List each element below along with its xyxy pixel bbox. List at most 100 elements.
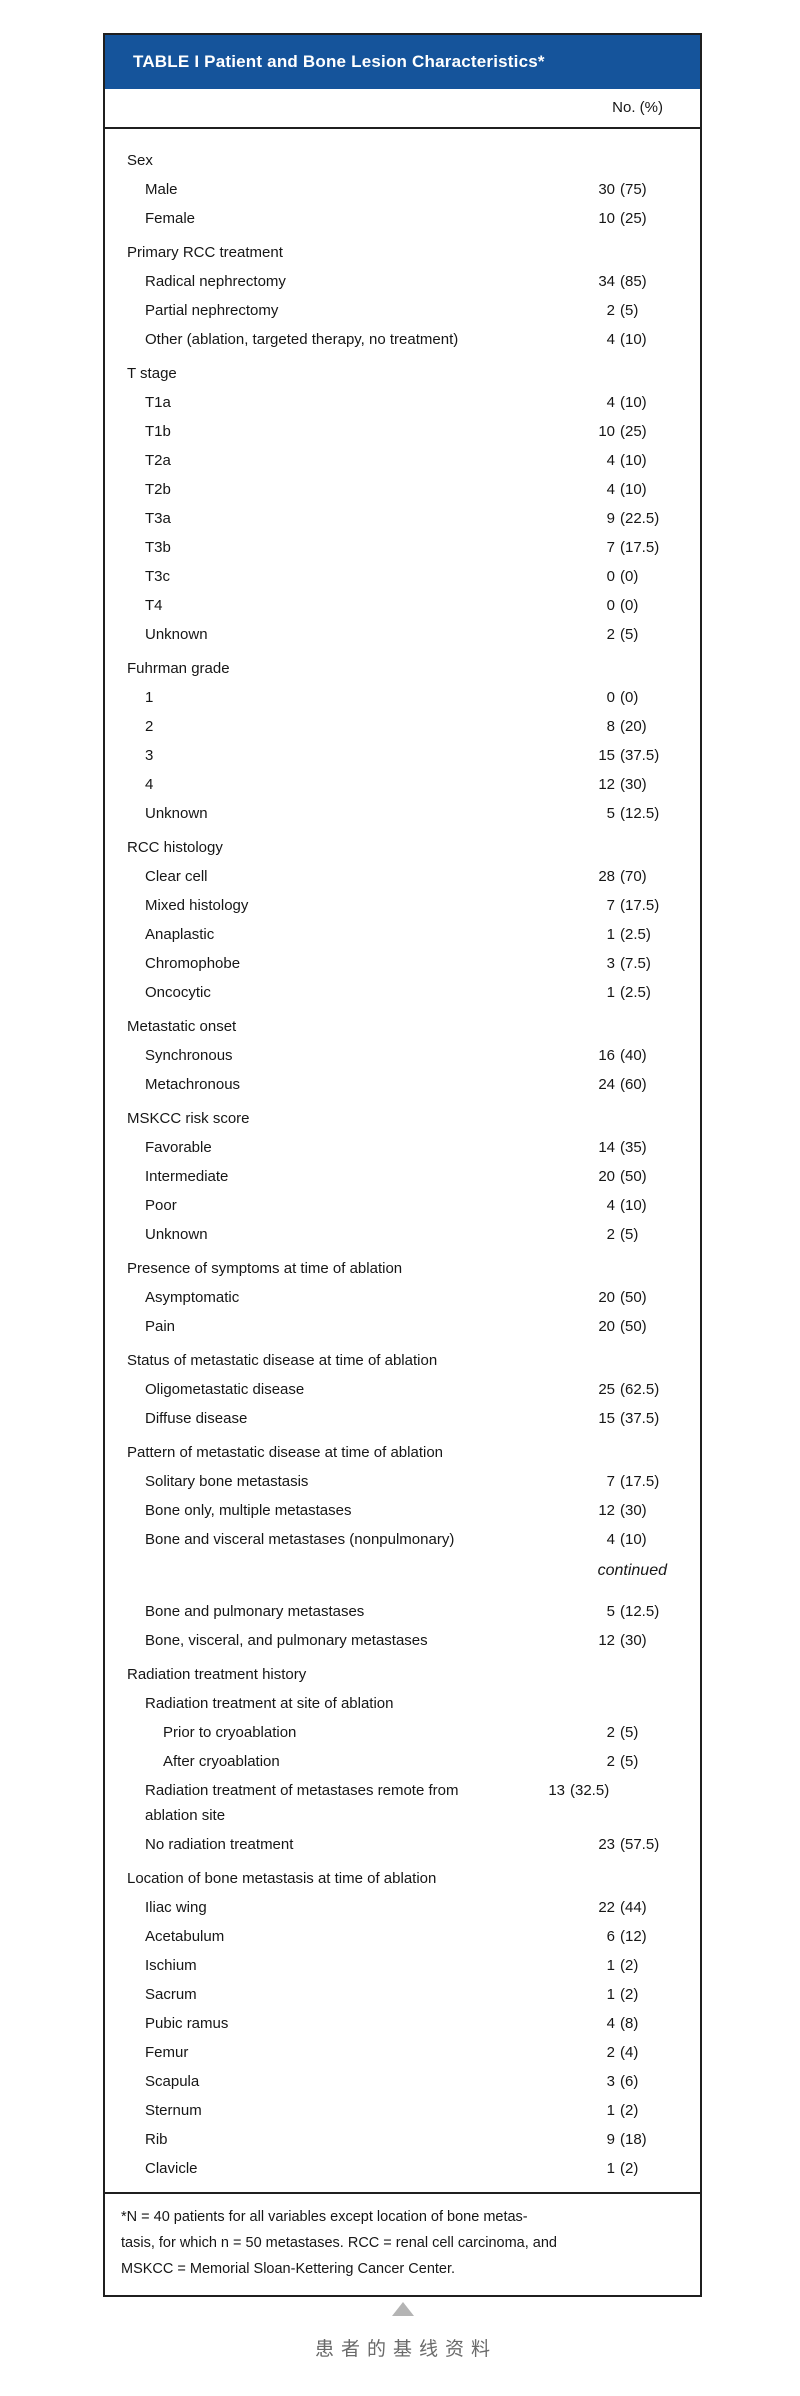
row-label: Chromophobe <box>145 955 241 972</box>
value-count: 20 <box>598 1318 615 1335</box>
row-value: 4 (10) <box>525 475 700 504</box>
row-label: Presence of symptoms at time of ablation <box>127 1260 403 1277</box>
value-count: 1 <box>606 1986 615 2003</box>
value-percent: (0) <box>620 568 639 585</box>
table-row: T3a 9 (22.5) <box>105 504 700 533</box>
row-label: Location of bone metastasis at time of a… <box>127 1870 437 1887</box>
value-percent: (60) <box>620 1076 647 1093</box>
category-row: Pattern of metastatic disease at time of… <box>105 1438 700 1467</box>
row-label: Sternum <box>145 2102 202 2119</box>
value-count: 15 <box>598 1410 615 1427</box>
row-label: Other (ablation, targeted therapy, no tr… <box>145 331 459 348</box>
value-count: 4 <box>606 481 615 498</box>
table-row: T2b 4 (10) <box>105 475 700 504</box>
table-row: Unknown 2 (5) <box>105 1220 700 1249</box>
value-count: 5 <box>606 805 615 822</box>
row-label: Sacrum <box>145 1986 197 2003</box>
value-percent: (62.5) <box>620 1381 660 1398</box>
row-label: 3 <box>145 747 154 764</box>
value-count: 2 <box>606 302 615 319</box>
value-percent: (50) <box>620 1168 647 1185</box>
value-percent: (7.5) <box>620 955 651 972</box>
table-row: Partial nephrectomy 2 (5) <box>105 296 700 325</box>
value-count: 20 <box>598 1289 615 1306</box>
row-value: 5 (12.5) <box>525 1597 700 1626</box>
table-row: Acetabulum 6 (12) <box>105 1922 700 1951</box>
row-value: 4 (10) <box>525 1525 700 1554</box>
row-value: 3 (7.5) <box>525 949 700 978</box>
row-label: Unknown <box>145 1226 208 1243</box>
value-count: 0 <box>606 568 615 585</box>
row-value: 2 (5) <box>525 1220 700 1249</box>
value-percent: (8) <box>620 2015 639 2032</box>
value-percent: (44) <box>620 1899 647 1916</box>
row-label: Radical nephrectomy <box>145 273 286 290</box>
caption-text: 患者的基线资料 <box>314 2339 497 2360</box>
row-label: RCC histology <box>127 839 223 856</box>
table-row: Radiation treatment at site of ablation <box>105 1689 700 1718</box>
row-value: 2 (4) <box>525 2038 700 2067</box>
value-count: 22 <box>598 1899 615 1916</box>
row-label: Bone and pulmonary metastases <box>145 1603 365 1620</box>
table-row: Favorable 14 (35) <box>105 1133 700 1162</box>
row-value: 10 (25) <box>525 204 700 233</box>
value-count: 3 <box>606 955 615 972</box>
table-row: 1 0 (0) <box>105 683 700 712</box>
table-row: Mixed histology 7 (17.5) <box>105 891 700 920</box>
row-value: 20 (50) <box>525 1162 700 1191</box>
value-percent: (37.5) <box>620 747 660 764</box>
value-percent: (57.5) <box>620 1836 660 1853</box>
row-value: 4 (10) <box>525 446 700 475</box>
table-row: Diffuse disease 15 (37.5) <box>105 1404 700 1433</box>
table-row: Unknown 5 (12.5) <box>105 799 700 828</box>
value-count: 16 <box>598 1047 615 1064</box>
row-value: 2 (5) <box>525 1747 700 1776</box>
value-percent: (35) <box>620 1139 647 1156</box>
table-row: Intermediate 20 (50) <box>105 1162 700 1191</box>
table-row: Rib 9 (18) <box>105 2125 700 2154</box>
row-label: Diffuse disease <box>145 1410 248 1427</box>
table-row: Sacrum 1 (2) <box>105 1980 700 2009</box>
table-row: Radical nephrectomy 34 (85) <box>105 267 700 296</box>
category-row: Fuhrman grade <box>105 654 700 683</box>
value-percent: (4) <box>620 2044 639 2061</box>
row-value: 0 (0) <box>525 683 700 712</box>
value-count: 10 <box>598 423 615 440</box>
value-count: 0 <box>606 597 615 614</box>
value-count: 7 <box>606 539 615 556</box>
value-percent: (70) <box>620 868 647 885</box>
row-value: 0 (0) <box>525 562 700 591</box>
row-label: 2 <box>145 718 154 735</box>
value-percent: (2.5) <box>620 926 651 943</box>
table-row: Bone only, multiple metastases 12 (30) <box>105 1496 700 1525</box>
value-count: 1 <box>606 2102 615 2119</box>
value-percent: (2) <box>620 2102 639 2119</box>
row-label: T2a <box>145 452 171 469</box>
value-percent: (12) <box>620 1928 647 1945</box>
row-label: No radiation treatment <box>145 1836 294 1853</box>
value-count: 13 <box>548 1782 565 1799</box>
value-percent: (22.5) <box>620 510 660 527</box>
row-label: Ischium <box>145 1957 197 1974</box>
category-row: Presence of symptoms at time of ablation <box>105 1254 700 1283</box>
row-label: Prior to cryoablation <box>163 1724 297 1741</box>
row-label: Femur <box>145 2044 189 2061</box>
value-percent: (17.5) <box>620 897 660 914</box>
row-label: Synchronous <box>145 1047 233 1064</box>
row-label: Bone and visceral metastases (nonpulmona… <box>145 1531 455 1548</box>
figure-caption: 患者的基线资料 <box>103 2302 702 2361</box>
value-count: 24 <box>598 1076 615 1093</box>
category-row: Status of metastatic disease at time of … <box>105 1346 700 1375</box>
continued-marker: continued <box>597 1562 667 1579</box>
footnote-line: *N = 40 patients for all variables excep… <box>121 2209 528 2225</box>
row-label: Pain <box>145 1318 176 1335</box>
category-row: Radiation treatment history <box>105 1660 700 1689</box>
value-count: 14 <box>598 1139 615 1156</box>
value-count: 2 <box>606 1226 615 1243</box>
value-percent: (30) <box>620 776 647 793</box>
table-row: Bone and visceral metastases (nonpulmona… <box>105 1525 700 1554</box>
table-row: 4 12 (30) <box>105 770 700 799</box>
value-count: 1 <box>606 1957 615 1974</box>
row-value: 15 (37.5) <box>525 1404 700 1433</box>
